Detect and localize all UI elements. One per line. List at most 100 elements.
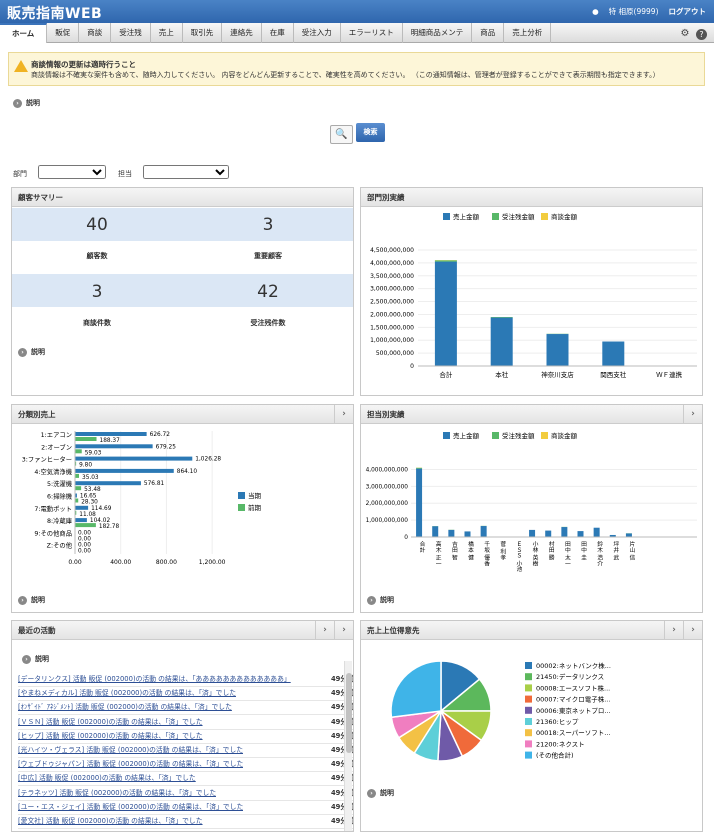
- chevron-right-icon[interactable]: ›: [683, 621, 702, 640]
- x-tick-label: 本社: [495, 370, 509, 379]
- legend-label: 00008:エースソフト株...: [536, 683, 610, 692]
- legend-swatch: [525, 740, 532, 748]
- chevron-right-icon: ›: [18, 595, 27, 605]
- tab-3[interactable]: 受注残: [111, 23, 151, 43]
- kpi-customers[interactable]: 40 顧客数: [12, 215, 182, 261]
- explain-toggle[interactable]: › 説明: [18, 595, 45, 605]
- activity-link[interactable]: [ウェブドゥジャパン] 活動 販促 (002000)の活動 の結果は、「済」でし…: [18, 760, 244, 769]
- list-item[interactable]: [ｵﾝｻﾞｲﾄﾞ ｱﾈｼﾞﾒﾝﾄ] 活動 販促 (002000)の活動 の結果は…: [18, 701, 354, 716]
- data-label: 11.08: [79, 512, 96, 518]
- tab-1[interactable]: 販促: [47, 23, 80, 43]
- list-item[interactable]: [やまねメディカル] 活動 販促 (002000)の活動 の結果は、「済」でした…: [18, 687, 353, 702]
- data-label: 1,026.28: [195, 457, 221, 463]
- list-item[interactable]: [愛文社] 活動 販促 (002000)の活動 の結果は、「済」でした 49分前: [18, 815, 353, 829]
- chevron-right-icon[interactable]: ›: [315, 621, 334, 640]
- kpi-backorders[interactable]: 42 受注残件数: [183, 282, 353, 328]
- list-item[interactable]: [西日本株式会社] 活動 販促 (002000)の活動 の結果は、「済」でした4…: [18, 829, 353, 831]
- legend-label: 当期: [248, 491, 262, 500]
- tab-11[interactable]: 商品: [472, 23, 505, 43]
- search-icon-button[interactable]: 🔍: [330, 125, 353, 144]
- chevron-right-icon[interactable]: ›: [334, 621, 353, 640]
- activity-time: 49分前: [330, 703, 354, 712]
- activity-link[interactable]: [ユー・エス・ジェイ] 活動 販促 (002000)の活動 の結果は、「済」でし…: [18, 802, 244, 811]
- kpi-deals[interactable]: 3 商談件数: [12, 282, 182, 328]
- y-tick-label: 1,500,000,000: [370, 324, 414, 331]
- tab-7[interactable]: 在庫: [262, 23, 294, 43]
- data-label: 0.00: [78, 549, 91, 555]
- list-item[interactable]: [ＶＳＮ] 活動 販促 (002000)の活動 の結果は、「済」でした 49分前: [18, 716, 354, 730]
- chevron-right-icon[interactable]: ›: [334, 405, 353, 424]
- kpi-label: 受注残件数: [250, 319, 286, 327]
- legend-swatch: [541, 213, 548, 220]
- tab-9[interactable]: エラーリスト: [341, 23, 403, 43]
- list-item[interactable]: [ウェブドゥジャパン] 活動 販促 (002000)の活動 の結果は、「済」でし…: [18, 758, 353, 773]
- activity-time: 49分前: [330, 717, 354, 726]
- logout-link[interactable]: ログアウト: [668, 7, 707, 16]
- tab-4[interactable]: 売上: [151, 23, 183, 43]
- data-label: 0.00: [78, 530, 91, 536]
- list-item[interactable]: [ヒップ] 活動 販促 (002000)の活動 の結果は、「済」でした 49分前: [18, 730, 353, 744]
- tab-12[interactable]: 売上分析: [504, 23, 552, 43]
- bar: [75, 510, 77, 515]
- activity-link[interactable]: [ｵﾝｻﾞｲﾄﾞ ｱﾈｼﾞﾒﾝﾄ] 活動 販促 (002000)の活動 の結果は…: [18, 703, 232, 712]
- top-customers-pie-chart: 00002:ネットバンク株... 21450:データリンクス 00008:エースソフ…: [390, 660, 611, 762]
- explain-toggle[interactable]: › 説明: [367, 595, 394, 605]
- chevron-right-icon: ›: [367, 788, 376, 798]
- tab-0[interactable]: ホーム: [0, 23, 48, 43]
- person-select[interactable]: [143, 165, 229, 179]
- legend-label: 21200:ネクスト: [536, 740, 585, 748]
- tab-10[interactable]: 明細商品メンテ: [403, 23, 473, 43]
- list-item[interactable]: [データリンクス] 活動 販促 (002000)の活動 の結果は、「ああああああ…: [18, 673, 353, 687]
- y-tick-label: 1,000,000,000: [370, 337, 414, 344]
- y-tick-label: 1:エアコン: [41, 431, 72, 439]
- scrollbar-thumb[interactable]: [346, 673, 352, 753]
- activity-link[interactable]: [光ハイツ・ヴェラス] 活動 販促 (002000)の活動 の結果は、「済」でし…: [18, 746, 244, 754]
- activity-link[interactable]: [データリンクス] 活動 販促 (002000)の活動 の結果は、「ああああああ…: [18, 675, 291, 683]
- explain-toggle[interactable]: › 説明: [22, 654, 49, 664]
- scrollbar[interactable]: [344, 661, 352, 831]
- activity-link[interactable]: [テラネッツ] 活動 販促 (002000)の活動 の結果は、「済」でした: [18, 788, 217, 797]
- search-button[interactable]: 検索: [356, 123, 385, 142]
- explain-toggle[interactable]: › 説明: [18, 347, 45, 357]
- kpi-value: 3: [91, 282, 103, 302]
- chevron-right-icon[interactable]: ›: [664, 621, 683, 640]
- tab-6[interactable]: 連絡先: [222, 23, 262, 43]
- legend-label: 00018:スーパーソフト...: [536, 729, 611, 737]
- y-tick-label: 500,000,000: [376, 350, 414, 357]
- activity-link[interactable]: [やまねメディカル] 活動 販促 (002000)の活動 の結果は、「済」でした: [18, 689, 237, 698]
- kpi-value: 42: [257, 282, 279, 302]
- panel-title: 顧客サマリー: [12, 188, 353, 207]
- activity-link[interactable]: [ＶＳＮ] 活動 販促 (002000)の活動 の結果は、「済」でした: [18, 717, 203, 726]
- dept-select[interactable]: [38, 165, 106, 179]
- legend-swatch: [525, 729, 532, 737]
- activity-link[interactable]: [西日本株式会社] 活動 販促 (002000)の活動 の結果は、「済」でした: [18, 829, 230, 831]
- activity-link[interactable]: [中広] 活動 販促 (002000)の活動 の結果は、「済」でした: [18, 774, 196, 783]
- activity-link[interactable]: [ヒップ] 活動 販促 (002000)の活動 の結果は、「済」でした: [18, 731, 203, 740]
- x-tick-label: 合計: [418, 540, 425, 554]
- activity-link[interactable]: [愛文社] 活動 販促 (002000)の活動 の結果は、「済」でした: [18, 817, 203, 825]
- gear-icon[interactable]: ⚙: [680, 28, 690, 39]
- list-item[interactable]: [中広] 活動 販促 (002000)の活動 の結果は、「済」でした 49分前: [18, 772, 353, 787]
- list-item[interactable]: [ユー・エス・ジェイ] 活動 販促 (002000)の活動 の結果は、「済」でし…: [18, 801, 353, 815]
- list-item[interactable]: [光ハイツ・ヴェラス] 活動 販促 (002000)の活動 の結果は、「済」でし…: [18, 744, 353, 758]
- x-tick-label: 村田 勝: [547, 540, 554, 561]
- tab-5[interactable]: 取引先: [183, 23, 223, 43]
- chevron-right-icon: ›: [13, 98, 22, 108]
- tab-8[interactable]: 受注入力: [294, 23, 341, 43]
- app-title: 販売指南WEB: [7, 6, 103, 22]
- tab-2[interactable]: 商談: [79, 23, 112, 43]
- kpi-important[interactable]: 3 重要顧客: [183, 215, 353, 261]
- x-tick-label: ＥＳＳ 小池: [515, 541, 522, 572]
- explain-toggle[interactable]: › 説明: [367, 788, 394, 798]
- data-label: 576.81: [144, 481, 165, 487]
- user-name[interactable]: 特 相原(9999): [608, 7, 659, 16]
- x-tick-label: 田中 太一: [563, 541, 570, 566]
- explain-toggle[interactable]: › 説明: [13, 98, 40, 108]
- legend-swatch: [525, 706, 532, 714]
- help-icon[interactable]: ?: [696, 29, 707, 40]
- bar: [432, 526, 439, 537]
- list-item[interactable]: [テラネッツ] 活動 販促 (002000)の活動 の結果は、「済」でした 49分…: [18, 787, 353, 801]
- bar: [75, 432, 147, 436]
- chevron-right-icon[interactable]: ›: [683, 405, 702, 424]
- legend-label: 受注残金額: [502, 212, 535, 221]
